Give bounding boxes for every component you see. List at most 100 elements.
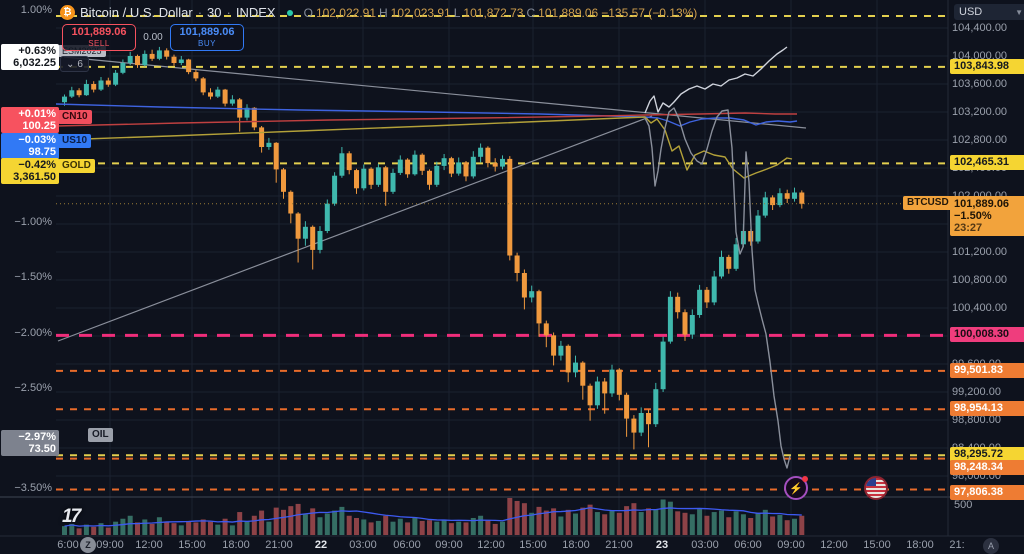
price-tick: 100,400.00 bbox=[952, 302, 1008, 314]
auto-scale-button[interactable]: A bbox=[983, 538, 999, 554]
ascending-trendline[interactable] bbox=[57, 115, 653, 342]
percent-badge: −0.03% 98.75 bbox=[1, 133, 59, 159]
volume-bars bbox=[62, 498, 805, 535]
percent-tick: −3.50% bbox=[14, 482, 52, 494]
price-level-badge: 97,806.38 bbox=[950, 484, 1024, 500]
time-tick: 03:00 bbox=[349, 539, 377, 551]
z-scale-button[interactable]: Z bbox=[80, 537, 96, 553]
time-tick: 18:00 bbox=[562, 539, 590, 551]
day-tick: 23 bbox=[655, 539, 669, 551]
sell-button[interactable]: 101,889.06 SELL bbox=[62, 24, 136, 51]
collapsed-count: 6 bbox=[77, 58, 83, 70]
symbol-title[interactable]: Bitcoin / U.S. Dollar bbox=[80, 5, 193, 20]
volume-ma-line bbox=[64, 507, 802, 527]
price-level-badge: 98,954.13 bbox=[950, 401, 1024, 417]
series-label-oil[interactable]: OIL bbox=[88, 428, 113, 442]
low-label: L bbox=[453, 5, 461, 20]
time-tick: 18:00 bbox=[222, 539, 250, 551]
price-tick: 100,800.00 bbox=[952, 274, 1008, 286]
time-tick: 09:00 bbox=[777, 539, 805, 551]
zap-event-icon[interactable]: ⚡ bbox=[784, 476, 808, 500]
close-label: C bbox=[526, 5, 536, 20]
candles bbox=[62, 46, 805, 450]
ohlc-values: O 102,022.91 H 102,023.91 L 101,872.73 C… bbox=[304, 6, 698, 20]
time-tick: 15:00 bbox=[519, 539, 547, 551]
usd-currency-dropdown[interactable]: USD ▼ bbox=[954, 4, 1024, 20]
interval-value[interactable]: 30 bbox=[207, 5, 222, 20]
sell-label: SELL bbox=[88, 39, 110, 48]
market-status-icon bbox=[286, 9, 293, 16]
sell-price: 101,889.06 bbox=[71, 26, 127, 38]
notification-dot-icon bbox=[802, 476, 808, 482]
overlay-CN10[interactable] bbox=[55, 112, 797, 127]
percent-tick: −2.50% bbox=[14, 382, 52, 394]
series-label-gold[interactable]: GOLD bbox=[58, 159, 95, 173]
percent-tick: −1.00% bbox=[14, 216, 52, 228]
chevron-down-icon: ▼ bbox=[1015, 7, 1023, 17]
buy-label: BUY bbox=[198, 39, 216, 48]
price-level-badge: 98,248.34 bbox=[950, 459, 1024, 475]
price-level-badge: 103,843.98 bbox=[950, 58, 1024, 74]
buy-price: 101,889.06 bbox=[179, 26, 235, 38]
low-value: 101,872.73 bbox=[463, 5, 524, 20]
percent-tick: −1.50% bbox=[14, 271, 52, 283]
time-tick: 12:00 bbox=[477, 539, 505, 551]
time-tick: 12:00 bbox=[820, 539, 848, 551]
price-level-badge: 102,465.31 bbox=[950, 155, 1024, 171]
currency-value: USD bbox=[959, 6, 983, 18]
high-label: H bbox=[379, 5, 388, 20]
symbol-header: ₿ Bitcoin / U.S. Dollar · 30 · INDEX O 1… bbox=[60, 5, 697, 20]
overlay-GOLD[interactable] bbox=[55, 116, 793, 179]
percent-tick: 1.00% bbox=[20, 4, 52, 16]
open-value: 102,022.91 bbox=[315, 5, 376, 20]
time-tick: 6:00 bbox=[57, 539, 79, 551]
time-tick: 15:00 bbox=[178, 539, 206, 551]
open-label: O bbox=[303, 5, 313, 20]
time-tick: 09:00 bbox=[435, 539, 463, 551]
percent-badge: +0.01% 100.25 bbox=[1, 107, 59, 133]
price-level-badge: 99,501.83 bbox=[950, 362, 1024, 378]
time-tick: 09:00 bbox=[96, 539, 124, 551]
overlay-ES[interactable] bbox=[644, 46, 788, 114]
price-level-badge: 100,008.30 bbox=[950, 327, 1024, 343]
price-tick: 101,200.00 bbox=[952, 246, 1008, 258]
series-label-cn10[interactable]: CN10 bbox=[58, 110, 92, 124]
time-tick: 03:00 bbox=[691, 539, 719, 551]
current-price-badge: 101,889.06 −1.50% 23:27 bbox=[950, 195, 1024, 236]
overlay-OIL[interactable] bbox=[644, 107, 791, 469]
percent-badge: −0.42% 3,361.50 bbox=[1, 158, 59, 184]
close-value: 101,889.06 bbox=[538, 5, 599, 20]
volume-scale-tick: 500 bbox=[954, 499, 973, 511]
high-value: 102,023.91 bbox=[390, 5, 451, 20]
price-tick: 99,200.00 bbox=[952, 386, 1001, 398]
bitcoin-icon: ₿ bbox=[60, 5, 75, 20]
time-tick: 21:00 bbox=[605, 539, 633, 551]
exchange-name[interactable]: INDEX bbox=[235, 5, 276, 20]
time-tick: 21:00 bbox=[265, 539, 293, 551]
separator: · bbox=[226, 5, 231, 20]
overlay-US10[interactable] bbox=[55, 103, 798, 127]
time-tick: 06:00 bbox=[734, 539, 762, 551]
time-tick: 18:00 bbox=[906, 539, 934, 551]
us-flag-event-icon[interactable] bbox=[864, 476, 888, 500]
chevron-down-icon: ⌄ bbox=[66, 58, 75, 70]
series-label-us10[interactable]: US10 bbox=[58, 134, 92, 148]
price-tick: 102,800.00 bbox=[952, 134, 1008, 146]
percent-badge: +0.63% 6,032.25 bbox=[1, 44, 59, 70]
price-tick: 98,800.00 bbox=[952, 414, 1001, 426]
price-tick: 103,600.00 bbox=[952, 78, 1008, 90]
change-value: −135.57 (−0.13%) bbox=[601, 5, 698, 20]
flag-canton bbox=[866, 478, 876, 486]
series-label-btcusd: BTCUSD bbox=[903, 196, 953, 210]
time-tick: 06:00 bbox=[393, 539, 421, 551]
object-tree-collapse-button[interactable]: ⌄ 6 bbox=[60, 56, 89, 72]
percent-badge: −2.97% 73.50 bbox=[1, 430, 59, 456]
separator: · bbox=[197, 5, 203, 20]
buy-button[interactable]: 101,889.06 BUY bbox=[170, 24, 244, 51]
time-tick: 15:00 bbox=[863, 539, 891, 551]
trade-widget: 101,889.06 SELL 0.00 101,889.06 BUY bbox=[62, 24, 244, 51]
spread-value: 0.00 bbox=[143, 32, 163, 43]
price-level-badge: 98,295.72 bbox=[950, 447, 1024, 463]
